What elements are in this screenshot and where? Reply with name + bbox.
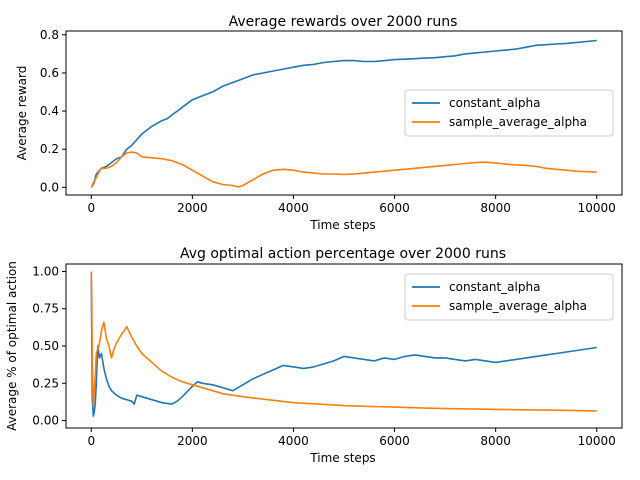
chart-title: Average rewards over 2000 runs [229,14,458,30]
x-tick-label: 10000 [578,201,616,215]
series-line-sample-average-alpha [90,271,597,412]
plot-area [90,39,597,188]
optimal-action-chart: Avg optimal action percentage over 2000 … [5,246,623,465]
rewards-chart: Average rewards over 2000 runs Time step… [15,14,623,232]
series-line-sample-average-alpha [90,151,597,188]
y-tick-label: 0.0 [40,180,59,194]
x-tick-label: 2000 [177,434,208,448]
axes-frame [65,30,623,196]
legend: constant_alpha sample_average_alpha [404,273,614,321]
x-tick-label: 2000 [177,201,208,215]
plot-area [90,271,597,417]
y-tick-label: 0.4 [40,104,59,118]
y-tick-label: 1.00 [32,264,59,278]
x-tick-label: 4000 [278,201,309,215]
x-tick-label: 0 [87,434,95,448]
x-tick-label: 4000 [278,434,309,448]
x-ticks: 0 2000 4000 6000 8000 10000 [87,428,616,448]
legend-label: sample_average_alpha [449,115,587,129]
legend-box [404,89,614,137]
y-axis-label: Average reward [15,66,29,161]
x-tick-label: 6000 [379,434,410,448]
y-tick-label: 0.75 [32,302,59,316]
legend-label: constant_alpha [449,280,540,294]
y-tick-label: 0.2 [40,142,59,156]
x-axis-label: Time steps [309,218,375,232]
y-ticks: 0.0 0.2 0.4 0.6 0.8 [40,28,66,194]
legend-label: constant_alpha [449,96,540,110]
y-tick-label: 0.50 [32,339,59,353]
x-tick-label: 8000 [480,434,511,448]
y-axis-label: Average % of optimal action [5,261,19,431]
series-line-constant-alpha [90,271,597,417]
y-tick-label: 0.6 [40,66,59,80]
x-tick-label: 0 [87,201,95,215]
x-axis-label: Time steps [309,451,375,465]
legend: constant_alpha sample_average_alpha [404,89,614,137]
legend-box [404,273,614,321]
y-ticks: 0.00 0.25 0.50 0.75 1.00 [32,264,66,428]
x-tick-label: 6000 [379,201,410,215]
x-tick-label: 10000 [578,434,616,448]
series-line-constant-alpha [90,39,597,188]
y-tick-label: 0.8 [40,28,59,42]
y-tick-label: 0.25 [32,376,59,390]
legend-label: sample_average_alpha [449,299,587,313]
x-ticks: 0 2000 4000 6000 8000 10000 [87,195,616,215]
chart-title: Avg optimal action percentage over 2000 … [180,246,506,262]
y-tick-label: 0.00 [32,414,59,428]
x-tick-label: 8000 [480,201,511,215]
